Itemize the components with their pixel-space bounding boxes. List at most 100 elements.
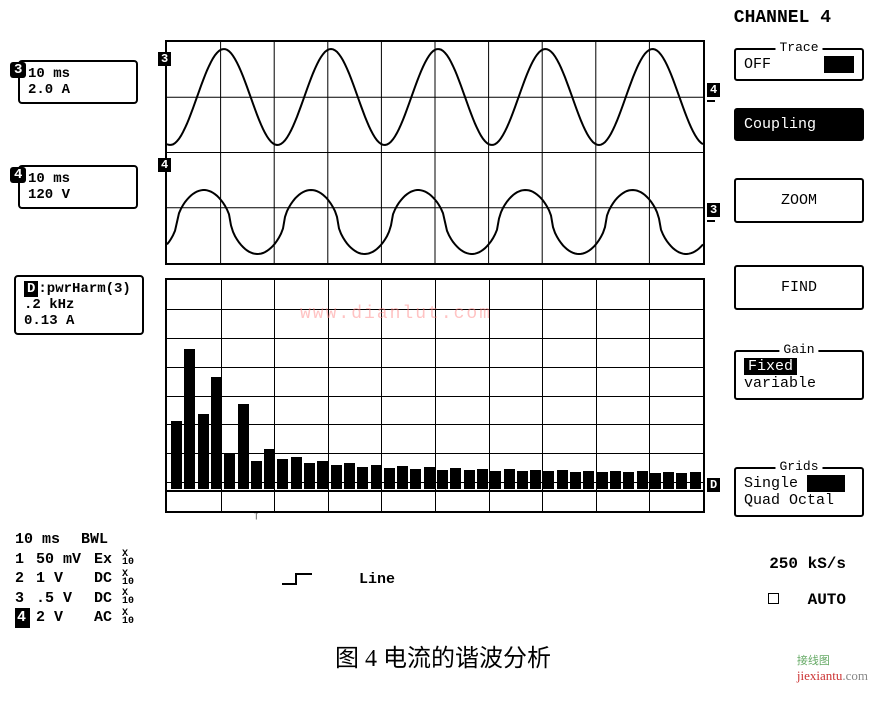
channelD-amp: 0.13 A	[24, 313, 134, 329]
harmonic-bar	[171, 421, 182, 489]
watermark-cn: 接线图	[797, 652, 868, 668]
channel4-timebase: 10 ms	[28, 171, 128, 187]
harmonic-bar	[557, 470, 568, 489]
channel3-box: 3 10 ms 2.0 A	[18, 60, 138, 104]
grids-quad: Quad	[744, 492, 780, 509]
channel-coupling: DC	[94, 569, 116, 589]
channel-voltage: .5 V	[36, 589, 88, 609]
footer-left: 10 msBWL 1 50 mV Ex X10 2 1 V DC X10 3 .…	[15, 530, 134, 628]
find-button[interactable]: FIND	[734, 265, 864, 310]
harmonic-bar	[663, 472, 674, 489]
harmonic-bar	[384, 468, 395, 489]
zoom-label: ZOOM	[744, 192, 854, 209]
channel-mult: X10	[122, 571, 134, 587]
tick-mark	[707, 220, 715, 222]
harmonic-bar	[504, 469, 515, 489]
channelD-title: :pwrHarm(3)	[38, 281, 130, 297]
coupling-label: Coupling	[744, 116, 854, 133]
harmonic-bar	[676, 473, 687, 489]
gain-variable: variable	[744, 375, 854, 392]
harmonic-bar	[291, 457, 302, 489]
harmonic-bar	[477, 469, 488, 489]
waveform-chart	[165, 40, 705, 265]
watermark-url: www.dianlut.com	[300, 304, 492, 324]
harmonic-bar	[583, 471, 594, 489]
channel-num: 1	[15, 550, 30, 570]
channelD-box: D :pwrHarm(3) .2 kHz 0.13 A	[14, 275, 144, 335]
harmonic-bar	[464, 470, 475, 489]
channelD-tab: D	[24, 281, 38, 297]
channel-mult: X10	[122, 610, 134, 626]
grids-octal: Octal	[789, 492, 834, 509]
marker-ch3-right: 3	[707, 203, 720, 217]
channel-coupling: DC	[94, 589, 116, 609]
harmonic-bar	[637, 471, 648, 489]
harmonic-bar	[517, 471, 528, 489]
harmonic-bar	[450, 468, 461, 489]
channel-header: CHANNEL 4	[734, 8, 831, 28]
harmonic-bar	[623, 472, 634, 489]
harmonic-bar	[211, 377, 222, 489]
marker-D-right: D	[707, 478, 720, 492]
footer-bwl: BWL	[81, 530, 108, 550]
channel-num: 3	[15, 589, 30, 609]
harmonic-bar	[397, 466, 408, 489]
channel3-timebase: 10 ms	[28, 66, 128, 82]
footer-timebase: 10 ms	[15, 530, 75, 550]
harmonic-bar	[264, 449, 275, 489]
footer-right: 250 kS/s AUTO	[768, 555, 846, 609]
channel4-tab: 4	[10, 167, 26, 183]
harmonic-bar	[490, 471, 501, 489]
harmonic-bar	[437, 470, 448, 489]
watermark-suffix: .com	[842, 668, 868, 683]
grids-single: Single	[744, 475, 798, 492]
harmonic-bar	[184, 349, 195, 489]
channel-coupling: Ex	[94, 550, 116, 570]
channel-info-row: 4 2 V AC X10	[15, 608, 134, 628]
harmonic-bar	[597, 472, 608, 489]
watermark-pinyin: jiexiantu	[797, 668, 843, 683]
trace-off: OFF	[744, 56, 771, 73]
marker-ch4-left: 4	[158, 158, 171, 172]
harmonic-bar	[424, 467, 435, 489]
gain-fixed: Fixed	[744, 358, 797, 375]
marker-ch4-right: 4	[707, 83, 720, 97]
harmonic-bar	[317, 461, 328, 489]
auto-label: AUTO	[808, 591, 846, 609]
find-label: FIND	[744, 279, 854, 296]
watermark-site: 接线图 jiexiantu.com	[797, 652, 868, 684]
harmonic-bar	[371, 465, 382, 489]
trace-button[interactable]: Trace OFF ON	[734, 48, 864, 81]
channel4-scale: 120 V	[28, 187, 128, 203]
figure-caption: 图 4 电流的谐波分析	[335, 638, 551, 673]
channel-info-row: 1 50 mV Ex X10	[15, 550, 134, 570]
trigger-line-label: Line	[359, 571, 395, 588]
tick-mark	[707, 100, 715, 102]
channel-num: 4	[15, 608, 30, 628]
channel-info-row: 3 .5 V DC X10	[15, 589, 134, 609]
harmonic-bar	[610, 471, 621, 489]
channel-num: 2	[15, 569, 30, 589]
gain-title: Gain	[779, 342, 818, 357]
harmonic-bar	[650, 473, 661, 489]
harmonic-bar	[331, 465, 342, 489]
channel-voltage: 50 mV	[36, 550, 88, 570]
channel-voltage: 2 V	[36, 608, 88, 628]
grids-button[interactable]: Grids Single XX Quad Octal	[734, 467, 864, 517]
channel3-scale: 2.0 A	[28, 82, 128, 98]
harmonic-bar	[344, 463, 355, 489]
gain-button[interactable]: Gain Fixed variable	[734, 350, 864, 400]
zoom-button[interactable]: ZOOM	[734, 178, 864, 223]
harmonic-bar	[410, 469, 421, 489]
channel-mult: X10	[122, 551, 134, 567]
harmonic-bar	[224, 453, 235, 489]
harmonic-bar	[543, 471, 554, 489]
channelD-freq: .2 kHz	[24, 297, 134, 313]
step-icon	[280, 570, 314, 588]
grids-title: Grids	[775, 459, 822, 474]
harmonic-bar	[690, 472, 701, 489]
channel4-box: 4 10 ms 120 V	[18, 165, 138, 209]
coupling-button[interactable]: Coupling	[734, 108, 864, 141]
harmonic-bar	[251, 461, 262, 489]
grids-selected: XX	[807, 475, 845, 492]
